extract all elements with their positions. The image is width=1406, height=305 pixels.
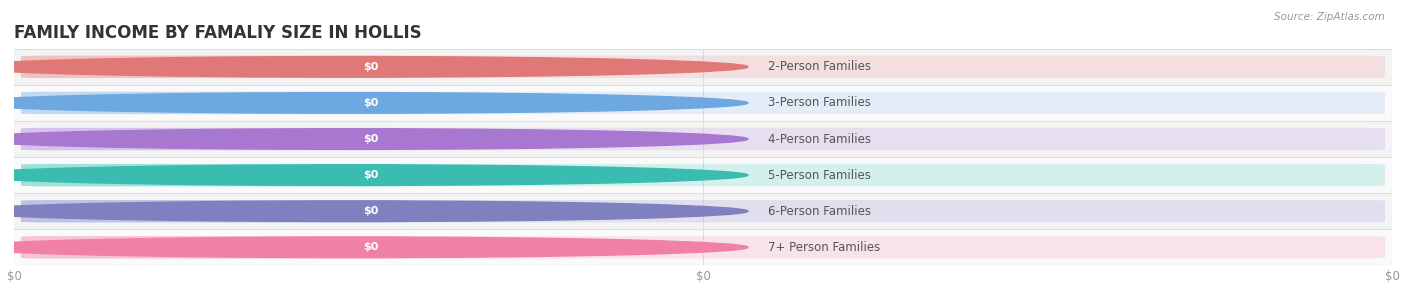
Bar: [14, 193, 1392, 229]
Text: $0: $0: [363, 242, 378, 252]
Text: 3-Person Families: 3-Person Families: [768, 96, 870, 109]
FancyBboxPatch shape: [337, 130, 404, 148]
Circle shape: [0, 201, 748, 221]
Bar: [14, 49, 1392, 85]
FancyBboxPatch shape: [21, 236, 406, 259]
Text: Source: ZipAtlas.com: Source: ZipAtlas.com: [1274, 12, 1385, 22]
Text: $0: $0: [363, 170, 378, 180]
Text: $0: $0: [363, 206, 378, 216]
FancyBboxPatch shape: [21, 164, 1385, 186]
FancyBboxPatch shape: [337, 58, 404, 76]
Circle shape: [0, 165, 748, 185]
FancyBboxPatch shape: [337, 167, 404, 184]
Text: 2-Person Families: 2-Person Families: [768, 60, 870, 73]
FancyBboxPatch shape: [21, 128, 1385, 150]
FancyBboxPatch shape: [21, 56, 1385, 78]
Text: 4-Person Families: 4-Person Families: [768, 133, 870, 145]
Text: $0: $0: [363, 134, 378, 144]
FancyBboxPatch shape: [21, 200, 406, 222]
FancyBboxPatch shape: [337, 94, 404, 112]
FancyBboxPatch shape: [21, 128, 406, 150]
Circle shape: [0, 237, 748, 258]
Bar: [14, 121, 1392, 157]
Circle shape: [0, 93, 748, 113]
Circle shape: [0, 129, 748, 149]
FancyBboxPatch shape: [21, 236, 1385, 259]
FancyBboxPatch shape: [21, 56, 406, 78]
Text: $0: $0: [363, 98, 378, 108]
Text: $0: $0: [363, 62, 378, 72]
FancyBboxPatch shape: [337, 239, 404, 256]
Text: 6-Person Families: 6-Person Families: [768, 205, 870, 218]
FancyBboxPatch shape: [21, 92, 1385, 114]
Bar: [14, 85, 1392, 121]
Bar: [14, 157, 1392, 193]
Circle shape: [0, 56, 748, 77]
FancyBboxPatch shape: [21, 164, 406, 186]
FancyBboxPatch shape: [21, 200, 1385, 222]
Text: 5-Person Families: 5-Person Families: [768, 169, 870, 181]
FancyBboxPatch shape: [337, 203, 404, 220]
Text: FAMILY INCOME BY FAMALIY SIZE IN HOLLIS: FAMILY INCOME BY FAMALIY SIZE IN HOLLIS: [14, 24, 422, 42]
FancyBboxPatch shape: [21, 92, 406, 114]
Text: 7+ Person Families: 7+ Person Families: [768, 241, 880, 254]
Bar: [14, 229, 1392, 265]
